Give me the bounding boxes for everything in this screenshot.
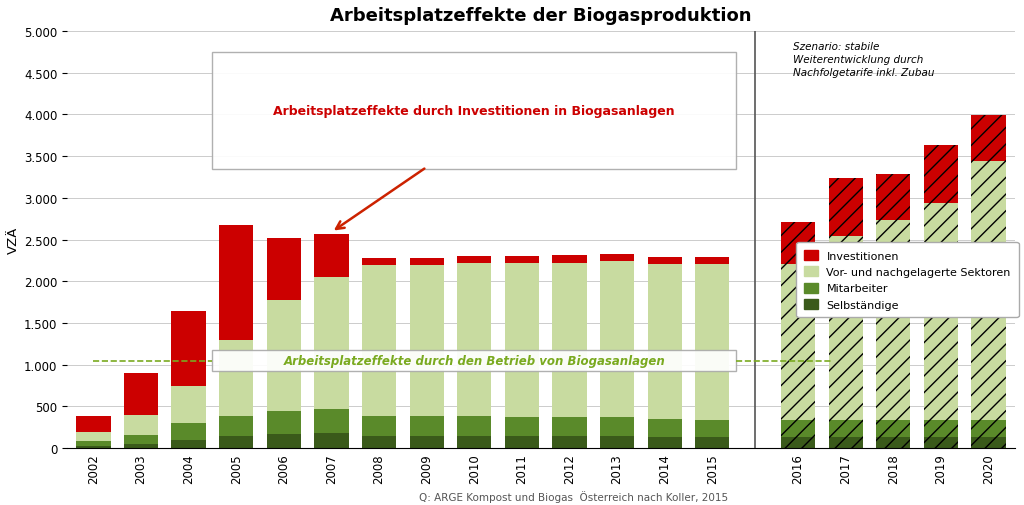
Bar xyxy=(361,417,396,437)
Bar xyxy=(505,257,539,264)
Bar xyxy=(171,440,206,448)
Bar xyxy=(695,437,729,448)
Bar xyxy=(124,415,158,435)
Bar xyxy=(171,423,206,440)
Bar xyxy=(695,420,729,437)
Bar xyxy=(219,417,253,436)
Text: Arbeitsplatzeffekte durch den Betrieb von Biogasanlagen: Arbeitsplatzeffekte durch den Betrieb vo… xyxy=(284,355,666,367)
Bar xyxy=(171,311,206,386)
Bar xyxy=(410,259,443,265)
Bar xyxy=(647,419,682,437)
Text: Arbeitsplatzeffekte durch Investitionen in Biogasanlagen: Arbeitsplatzeffekte durch Investitionen … xyxy=(273,105,675,118)
Y-axis label: VZÄ: VZÄ xyxy=(7,227,19,254)
Bar xyxy=(877,220,910,420)
Legend: Investitionen, Vor- und nachgelagerte Sektoren, Mitarbeiter, Selbständige: Investitionen, Vor- und nachgelagerte Se… xyxy=(797,242,1019,318)
Bar xyxy=(600,255,634,262)
Bar xyxy=(219,225,253,340)
Bar xyxy=(781,420,815,437)
Bar xyxy=(600,418,634,437)
Bar xyxy=(972,162,1006,420)
Bar xyxy=(457,257,492,264)
Bar xyxy=(410,417,443,437)
Bar xyxy=(76,432,111,441)
Bar xyxy=(266,434,301,448)
Bar xyxy=(552,418,587,437)
Bar xyxy=(828,420,863,437)
Bar xyxy=(781,437,815,448)
Bar xyxy=(361,259,396,265)
Bar xyxy=(924,437,958,448)
Bar xyxy=(695,264,729,420)
Bar xyxy=(505,437,539,448)
Bar xyxy=(781,223,815,264)
Bar xyxy=(877,174,910,220)
Bar xyxy=(457,417,492,437)
Bar xyxy=(314,433,348,448)
Bar xyxy=(552,264,587,418)
Bar xyxy=(828,178,863,237)
Bar xyxy=(647,258,682,264)
Bar xyxy=(600,262,634,418)
Bar xyxy=(828,437,863,448)
Bar xyxy=(505,418,539,437)
Bar xyxy=(124,373,158,415)
Bar xyxy=(877,420,910,437)
Bar xyxy=(266,412,301,434)
Title: Arbeitsplatzeffekte der Biogasproduktion: Arbeitsplatzeffekte der Biogasproduktion xyxy=(330,7,752,25)
Bar xyxy=(877,437,910,448)
Bar xyxy=(972,437,1006,448)
Bar xyxy=(505,264,539,418)
Bar xyxy=(314,409,348,433)
Text: Szenario: stabile
Weiterentwicklung durch
Nachfolgetarife inkl. Zubau: Szenario: stabile Weiterentwicklung durc… xyxy=(794,42,935,78)
Bar xyxy=(552,437,587,448)
Bar xyxy=(124,444,158,448)
Bar xyxy=(924,145,958,204)
Bar xyxy=(647,264,682,419)
Bar xyxy=(124,435,158,444)
Bar xyxy=(410,265,443,417)
FancyBboxPatch shape xyxy=(212,350,736,372)
Bar xyxy=(266,301,301,412)
Bar xyxy=(361,437,396,448)
Bar xyxy=(171,386,206,423)
Bar xyxy=(924,420,958,437)
Bar xyxy=(695,258,729,264)
Bar xyxy=(552,256,587,264)
Bar xyxy=(410,437,443,448)
Bar xyxy=(76,416,111,432)
Bar xyxy=(314,234,348,278)
Bar xyxy=(647,437,682,448)
Bar xyxy=(457,437,492,448)
FancyBboxPatch shape xyxy=(212,53,736,169)
Bar xyxy=(219,340,253,417)
Bar xyxy=(219,436,253,448)
Text: Q: ARGE Kompost und Biogas  Österreich nach Koller, 2015: Q: ARGE Kompost und Biogas Österreich na… xyxy=(419,490,728,502)
Bar xyxy=(76,446,111,448)
Bar xyxy=(266,238,301,301)
Bar xyxy=(972,420,1006,437)
Bar xyxy=(972,116,1006,162)
Bar xyxy=(828,237,863,420)
Bar xyxy=(600,437,634,448)
Bar xyxy=(781,264,815,420)
Bar xyxy=(361,265,396,417)
Bar xyxy=(457,264,492,417)
Bar xyxy=(924,204,958,420)
Bar xyxy=(314,278,348,409)
Bar xyxy=(76,441,111,446)
